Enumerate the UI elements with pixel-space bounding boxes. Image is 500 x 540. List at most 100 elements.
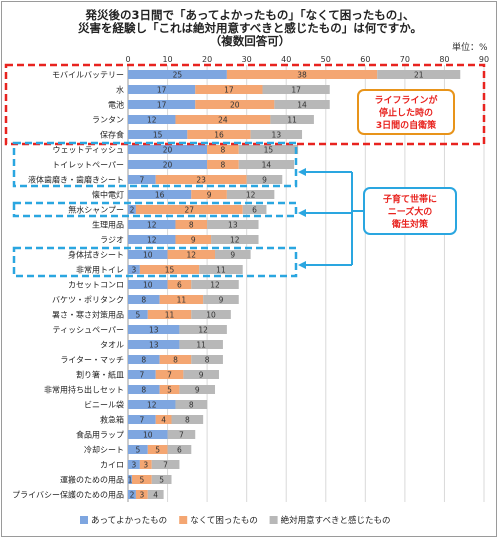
bar-s0-28 — [128, 490, 136, 499]
data-label-s1-12: 12 — [187, 251, 197, 260]
category-label-3: ランタン — [92, 116, 124, 125]
category-label-9: 無水シャンプー — [68, 205, 124, 215]
callout-lifeline-text-0: ライフラインが — [374, 94, 438, 106]
category-label-23: 救急箱 — [100, 415, 124, 425]
bar-s0-9 — [128, 205, 136, 214]
category-label-27: 運搬のための用品 — [60, 475, 124, 485]
data-label-s1-16: 11 — [165, 311, 175, 320]
data-label-s0-5: 20 — [163, 146, 173, 155]
data-label-s2-16: 10 — [206, 311, 216, 320]
data-label-s2-28: 4 — [153, 491, 158, 500]
bar-s2-12 — [215, 250, 251, 259]
bar-s0-6 — [128, 160, 208, 169]
chart-title-line-3: （複数回答可） — [209, 34, 291, 48]
data-label-s1-0: 38 — [297, 71, 307, 80]
category-label-7: 液体歯磨き・歯磨きシート — [28, 175, 124, 185]
data-label-s2-13: 11 — [216, 266, 226, 275]
x-tick-label-10: 10 — [162, 55, 172, 64]
category-label-1: 水 — [116, 85, 124, 95]
bar-s0-27 — [128, 475, 132, 484]
data-label-s1-9: 27 — [185, 206, 195, 215]
bar-s2-7 — [246, 175, 283, 184]
data-label-s0-17: 13 — [149, 326, 159, 335]
data-label-s2-20: 9 — [199, 371, 204, 380]
x-tick-label-20: 20 — [202, 55, 212, 64]
bar-s1-26 — [139, 460, 152, 469]
callout-childcare-text-0: 子育て世帯に — [383, 193, 437, 205]
bar-s2-5 — [238, 145, 299, 154]
bar-s0-16 — [128, 310, 148, 319]
category-label-10: 生理用品 — [92, 220, 124, 230]
category-label-24: 食品用ラップ — [76, 430, 124, 440]
data-label-s2-2: 14 — [297, 101, 307, 110]
data-label-s0-20: 7 — [139, 371, 144, 380]
callout-lifeline — [357, 89, 455, 135]
data-label-s2-27: 5 — [159, 476, 164, 485]
data-label-s1-5: 8 — [221, 146, 226, 155]
data-label-s1-15: 11 — [177, 296, 187, 305]
x-tick-label-40: 40 — [281, 55, 291, 64]
bar-s2-1 — [262, 85, 330, 94]
category-label-20: 割り箸・紙皿 — [76, 370, 124, 380]
bar-s2-22 — [175, 400, 208, 409]
data-label-s2-9: 6 — [252, 206, 257, 215]
data-label-s0-0: 25 — [173, 71, 183, 80]
data-label-s1-10: 8 — [189, 221, 194, 230]
bar-s0-18 — [128, 340, 180, 349]
bar-s2-17 — [179, 325, 227, 334]
data-label-s2-12: 9 — [230, 251, 235, 260]
legend-label-1: なくて困ったもの — [190, 516, 258, 526]
bar-s1-12 — [167, 250, 216, 259]
data-label-s0-4: 15 — [153, 131, 163, 140]
data-label-s0-27: 1 — [128, 476, 133, 485]
bar-s1-3 — [175, 115, 271, 124]
bar-s2-23 — [171, 415, 204, 424]
bar-s1-13 — [139, 265, 200, 274]
bar-s0-20 — [128, 370, 156, 379]
category-label-14: カセットコンロ — [68, 281, 124, 290]
bar-s2-3 — [270, 115, 314, 124]
data-label-s2-4: 13 — [272, 131, 282, 140]
bar-s0-24 — [128, 430, 168, 439]
bar-s2-11 — [211, 235, 259, 244]
x-tick-label-70: 70 — [400, 55, 410, 64]
bar-s1-9 — [135, 205, 243, 214]
bar-s2-13 — [199, 265, 243, 274]
bar-s2-18 — [179, 340, 223, 349]
callout-childcare-text-1: ニーズ大の — [388, 206, 433, 218]
data-label-s1-4: 16 — [214, 131, 224, 140]
data-label-s0-13: 3 — [132, 266, 137, 275]
callout-lifeline-text-1: 停止した時の — [379, 107, 433, 119]
bar-s0-26 — [128, 460, 140, 469]
bar-s1-23 — [155, 415, 172, 424]
chart-title-line-1: 発災後の3日間で「あってよかったもの」「なくて困ったもの」、 — [85, 8, 415, 22]
x-tick-label-0: 0 — [125, 55, 130, 64]
bar-s2-15 — [203, 295, 239, 304]
data-label-s2-5: 15 — [264, 146, 274, 155]
bar-s1-6 — [207, 160, 239, 169]
data-label-s2-0: 21 — [414, 71, 424, 80]
bar-s1-10 — [175, 220, 208, 229]
data-label-s0-15: 8 — [141, 296, 146, 305]
x-tick-label-90: 90 — [479, 55, 489, 64]
bar-s1-19 — [159, 355, 192, 364]
data-label-s1-25: 5 — [155, 446, 160, 455]
data-label-s2-25: 6 — [177, 446, 182, 455]
bar-s2-19 — [191, 355, 223, 364]
data-label-s1-1: 17 — [224, 86, 234, 95]
bar-s2-27 — [151, 475, 172, 484]
category-label-16: 暑さ・寒さ対策用品 — [52, 310, 124, 320]
bar-s1-14 — [167, 280, 192, 289]
category-label-6: トイレットペーパー — [52, 161, 124, 170]
highlight-box-hygiene-3 — [12, 246, 298, 278]
legend-swatch-0 — [80, 516, 88, 524]
bar-s2-28 — [147, 490, 164, 499]
bar-s1-0 — [226, 70, 378, 79]
category-label-12: 身体拭きシート — [68, 250, 124, 260]
bar-s2-24 — [167, 430, 196, 439]
data-label-s2-17: 12 — [198, 326, 208, 335]
chart-title-line-2: 災害を経験し「これは絶対用意すべきと感じたもの」は何ですか。 — [78, 21, 422, 35]
x-tick-label-50: 50 — [321, 55, 331, 64]
data-label-s0-10: 12 — [147, 221, 157, 230]
category-label-18: タオル — [100, 341, 124, 350]
